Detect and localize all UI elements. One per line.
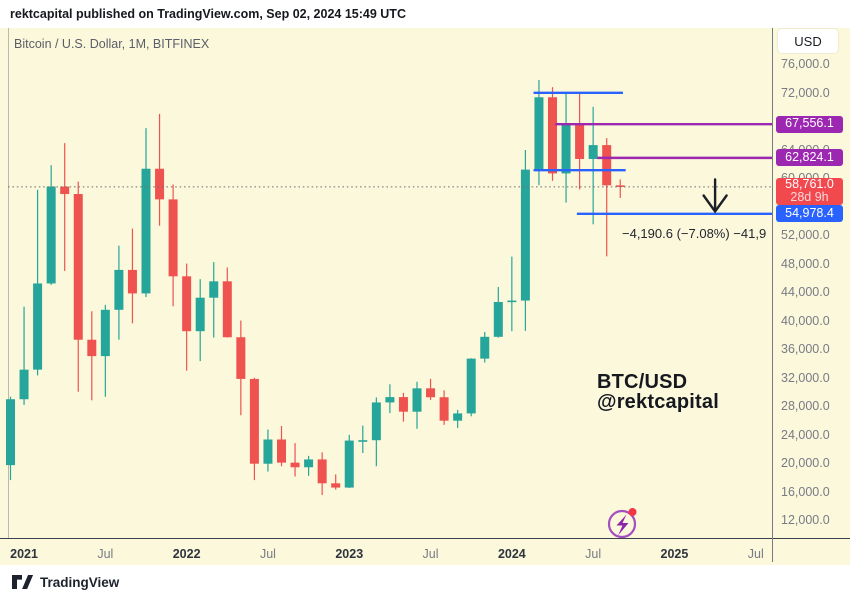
price-level-badge-549784: 54,978.4 [776, 205, 843, 223]
candle-body-2023-12 [493, 301, 503, 337]
candle-body-2022-01 [182, 276, 192, 332]
candle-body-2021-12 [168, 199, 178, 277]
candle-body-2023-05 [398, 397, 408, 412]
candle-body-2023-08 [439, 397, 449, 421]
last-price-badge: 58,761.0 28d 9h [776, 177, 843, 205]
time-tick-label-Jul: Jul [585, 547, 602, 561]
candles-group [6, 80, 625, 496]
candle-body-2021-09 [127, 269, 137, 294]
tradingview-wordmark: TradingView [40, 574, 120, 590]
candle-body-2023-02 [358, 440, 368, 442]
candle-body-2024-07 [588, 145, 598, 159]
candle-body-2022-06 [249, 378, 259, 464]
down-arrow-annotation[interactable] [702, 178, 728, 214]
watermark-ticker: BTC/USD [597, 371, 688, 393]
candle-body-2024-04 [548, 97, 557, 174]
time-tick-label-2023: 2023 [335, 547, 364, 561]
candle-body-2022-07 [263, 439, 273, 464]
candle-body-2021-10 [141, 168, 151, 294]
time-tick-label-Jul: Jul [422, 547, 439, 561]
time-tick-label-2021: 2021 [10, 547, 38, 561]
time-tick-label-Jul: Jul [97, 547, 114, 561]
time-tick-label-2022: 2022 [172, 547, 201, 561]
price-change-annotation: −4,190.6 (−7.08%) −41,9 [622, 226, 767, 241]
candle-body-2022-03 [209, 281, 219, 298]
candle-body-2023-04 [385, 397, 395, 403]
candle-body-2021-11 [155, 168, 165, 200]
candle-body-2022-05 [236, 337, 246, 379]
watermark-author: @rektcapital [597, 391, 719, 413]
candle-body-2023-09 [453, 413, 463, 421]
time-tick-label-2024: 2024 [497, 547, 526, 561]
candle-body-2021-08 [114, 269, 124, 310]
candle-body-2024-08 [602, 145, 612, 186]
published-byline: rektcapital published on TradingView.com… [10, 7, 406, 21]
price-level-badge-675561: 67,556.1 [776, 115, 843, 133]
price-level-badge-628241: 62,824.1 [776, 149, 843, 167]
candle-body-2022-02 [195, 297, 205, 332]
candle-body-2022-08 [277, 439, 286, 463]
price-tick-label: 72,000.0 [781, 85, 830, 100]
price-axis-border [772, 28, 773, 562]
time-tick-label-Jul: Jul [747, 547, 764, 561]
time-tick-label-Jul: Jul [259, 547, 276, 561]
price-tick-label: 28,000.0 [781, 399, 830, 413]
price-tick-label: 24,000.0 [781, 427, 830, 442]
candle-body-2021-04 [60, 186, 70, 195]
candle-body-2024-02 [520, 169, 530, 301]
chart-background[interactable] [0, 28, 850, 565]
price-tick-label: 36,000.0 [781, 342, 830, 356]
candle-body-2021-06 [87, 339, 97, 357]
candle-body-2023-03 [371, 402, 381, 441]
candle-body-2024-03 [534, 97, 544, 170]
candle-body-2021-01 [19, 369, 29, 400]
price-tick-label: 52,000.0 [781, 228, 830, 242]
candle-body-2023-07 [426, 388, 436, 398]
candle-body-2021-02 [33, 283, 43, 370]
price-tick-label: 76,000.0 [781, 57, 830, 71]
price-tick-label: 20,000.0 [781, 456, 830, 470]
candle-body-2023-10 [466, 358, 476, 414]
tradingview-logo-icon [12, 575, 34, 589]
chart-legend[interactable]: Bitcoin / U.S. Dollar, 1M, BITFINEX [14, 37, 210, 51]
candle-body-2021-07 [100, 309, 110, 357]
candle-body-2024-01 [507, 300, 517, 303]
candle-body-2024-09 [615, 185, 625, 187]
lightning-streak-icon [607, 508, 637, 539]
candle-body-2024-06 [575, 124, 585, 159]
candle-body-2022-04 [222, 281, 232, 338]
candle-body-2022-11 [317, 459, 327, 484]
price-tick-label: 16,000.0 [781, 484, 830, 499]
candle-body-2023-06 [412, 388, 422, 412]
price-tick-label: 12,000.0 [781, 513, 830, 527]
price-tick-label: 40,000.0 [781, 313, 830, 328]
candle-body-2021-05 [73, 194, 83, 340]
candle-body-2023-11 [480, 336, 490, 359]
currency-usd-button[interactable]: USD [778, 29, 838, 53]
candle-body-2020-12 [6, 399, 15, 466]
price-tick-label: 44,000.0 [781, 285, 830, 299]
time-tick-label-2025: 2025 [660, 547, 689, 561]
price-tick-label: 48,000.0 [781, 256, 830, 271]
price-tick-label: 32,000.0 [781, 370, 830, 385]
top-bar: rektcapital published on TradingView.com… [0, 0, 850, 28]
time-axis-border [0, 538, 850, 539]
candle-body-2024-05 [561, 124, 571, 174]
candle-body-2022-09 [290, 462, 300, 468]
candle-body-2022-12 [331, 483, 341, 488]
tradingview-logo[interactable]: TradingView [12, 574, 119, 590]
watermark: BTC/USD @rektcapital [597, 372, 719, 412]
candle-body-2023-01 [344, 440, 354, 488]
candle-body-2022-10 [304, 459, 314, 468]
candle-body-2021-03 [46, 186, 56, 284]
